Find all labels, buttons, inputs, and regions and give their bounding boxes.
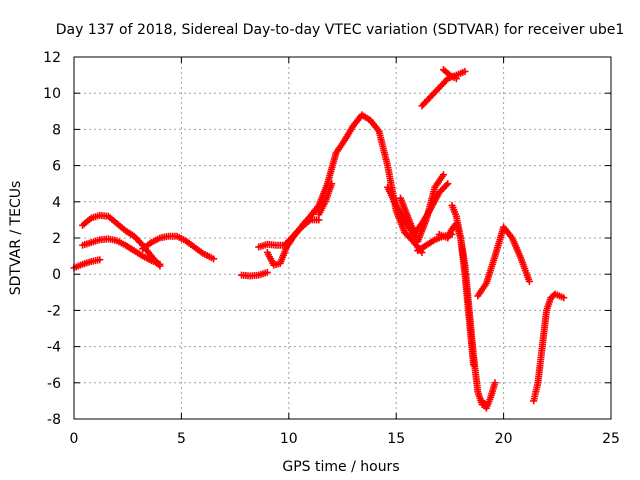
data-series: [474, 223, 533, 300]
y-tick-label: 10: [43, 86, 61, 102]
data-series: [448, 201, 478, 369]
y-tick-label: 8: [52, 122, 61, 138]
data-series: [315, 180, 336, 218]
x-tick-label: 15: [387, 431, 405, 447]
data-series: [79, 235, 164, 268]
y-tick-label: -6: [47, 376, 61, 392]
data-series: [238, 268, 271, 280]
y-tick-label: -8: [47, 412, 61, 428]
data-series: [263, 111, 426, 269]
y-tick-label: -4: [47, 340, 61, 356]
data-points: [70, 66, 568, 412]
x-tick-label: 10: [280, 431, 298, 447]
y-axis-label: SDTVAR / TECUs: [8, 181, 24, 296]
data-point: [560, 294, 568, 302]
data-series: [396, 171, 447, 246]
data-point: [210, 255, 218, 263]
y-tick-label: 2: [52, 231, 61, 247]
data-series: [418, 67, 469, 110]
x-tick-label: 25: [602, 431, 620, 447]
data-series: [139, 232, 218, 263]
data-series: [70, 256, 104, 272]
data-point: [491, 379, 499, 387]
data-point: [442, 76, 450, 84]
data-point: [452, 75, 460, 83]
data-point: [525, 277, 533, 285]
y-tick-label: 6: [52, 159, 61, 175]
data-point: [444, 180, 452, 188]
y-tick-label: 4: [52, 195, 61, 211]
data-point: [156, 260, 164, 268]
data-point: [442, 181, 450, 189]
tick-labels: 0 5 10 15 20 25 -8 -6 -4 -2 0 2 4 6 8 10 12: [43, 50, 620, 447]
data-series: [439, 66, 460, 83]
data-series: [530, 290, 568, 405]
y-tick-label: 12: [43, 50, 61, 66]
plot-frame: [73, 56, 612, 420]
y-tick-label: 0: [52, 267, 61, 283]
data-point: [461, 67, 469, 75]
x-axis-label: GPS time / hours: [282, 459, 399, 475]
x-tick-label: 20: [495, 431, 513, 447]
data-point: [439, 171, 447, 179]
grid-lines: [74, 57, 611, 419]
data-point: [263, 268, 271, 276]
data-point: [328, 180, 336, 188]
y-tick-label: -2: [47, 303, 61, 319]
x-tick-label: 5: [177, 431, 186, 447]
chart-title: Day 137 of 2018, Sidereal Day-to-day VTE…: [56, 22, 625, 38]
data-series: [478, 379, 499, 412]
x-tick-label: 0: [70, 431, 79, 447]
data-point: [470, 361, 478, 369]
data-point: [96, 256, 104, 264]
